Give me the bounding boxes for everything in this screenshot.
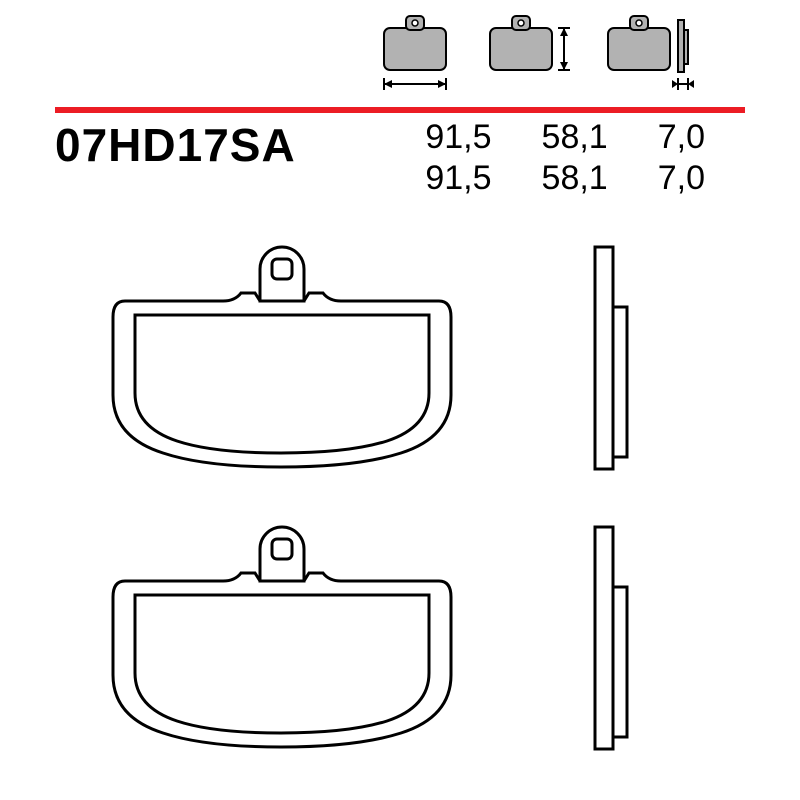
diagram-container: 07HD17SA 91,5 91,5 58,1 58,1 7,0 7,0 bbox=[0, 0, 800, 800]
pad-bottom-front bbox=[113, 527, 451, 747]
width-column: 91,5 91,5 bbox=[425, 118, 491, 198]
height-column: 58,1 58,1 bbox=[542, 118, 608, 198]
spec-row: 07HD17SA 91,5 91,5 58,1 58,1 7,0 7,0 bbox=[55, 118, 745, 198]
dimension-columns: 91,5 91,5 58,1 58,1 7,0 7,0 bbox=[425, 118, 705, 198]
pad-top-side bbox=[595, 247, 627, 469]
separator-line bbox=[55, 100, 745, 106]
width-value-2: 91,5 bbox=[425, 159, 491, 198]
height-value-1: 58,1 bbox=[542, 118, 608, 157]
technical-drawings bbox=[55, 245, 745, 760]
part-number: 07HD17SA bbox=[55, 118, 296, 172]
height-icon bbox=[482, 10, 572, 101]
pad-bottom-side bbox=[595, 527, 627, 749]
thickness-value-2: 7,0 bbox=[658, 159, 705, 198]
width-value-1: 91,5 bbox=[425, 118, 491, 157]
thickness-value-1: 7,0 bbox=[658, 118, 705, 157]
width-icon bbox=[376, 10, 454, 101]
header-icons bbox=[376, 10, 700, 101]
height-value-2: 58,1 bbox=[542, 159, 608, 198]
thickness-column: 7,0 7,0 bbox=[658, 118, 705, 198]
pad-top-front bbox=[113, 247, 451, 467]
thickness-icon bbox=[600, 10, 700, 101]
